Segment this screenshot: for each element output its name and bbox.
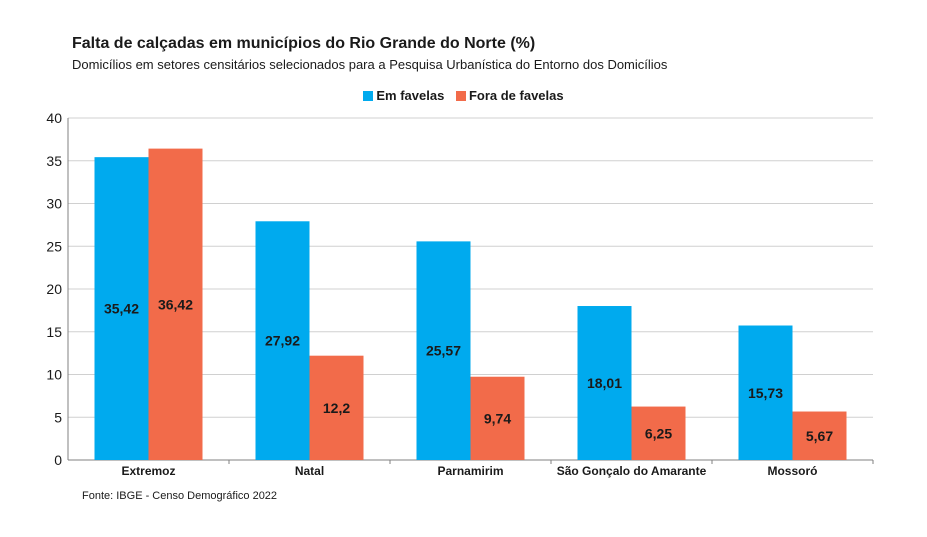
bar-em-favelas <box>94 157 149 460</box>
bar-fora-de-favelas <box>148 148 203 460</box>
data-label-em-favelas: 18,01 <box>587 375 622 391</box>
y-tick-label: 20 <box>46 281 62 297</box>
legend-item-fora-de-favelas: Fora de favelas <box>455 88 564 103</box>
legend-label-fora-de-favelas: Fora de favelas <box>468 88 564 103</box>
bar-em-favelas <box>416 241 471 460</box>
bar-fora-de-favelas <box>470 376 525 460</box>
bar-fora-de-favelas <box>631 406 686 460</box>
x-category-label: Parnamirim <box>437 464 503 478</box>
chart-title: Falta de calçadas em municípios do Rio G… <box>72 35 536 52</box>
x-category-label: Natal <box>295 464 324 478</box>
data-label-em-favelas: 35,42 <box>104 301 139 317</box>
data-label-fora-de-favelas: 12,2 <box>323 400 350 416</box>
x-category-label: Mossoró <box>767 464 817 478</box>
bar-em-favelas <box>738 325 793 460</box>
y-tick-label: 5 <box>54 409 62 425</box>
bar-fora-de-favelas <box>309 355 364 460</box>
y-tick-label: 15 <box>46 324 62 340</box>
data-label-fora-de-favelas: 5,67 <box>806 428 833 444</box>
legend-item-em-favelas: Em favelas <box>363 88 444 103</box>
legend-swatch-em-favelas <box>363 90 374 101</box>
y-tick-label: 30 <box>46 196 62 212</box>
data-label-fora-de-favelas: 36,42 <box>158 296 193 312</box>
x-category-label: Extremoz <box>121 464 175 478</box>
legend: Em favelas Fora de favelas <box>0 88 927 104</box>
bar-fora-de-favelas <box>792 411 847 460</box>
legend-label-em-favelas: Em favelas <box>376 88 445 103</box>
y-tick-label: 25 <box>46 238 62 254</box>
legend-swatch-fora-de-favelas <box>455 90 466 101</box>
data-label-fora-de-favelas: 9,74 <box>484 410 511 426</box>
y-tick-label: 0 <box>54 452 62 468</box>
data-label-em-favelas: 15,73 <box>748 385 783 401</box>
data-label-fora-de-favelas: 6,25 <box>645 425 672 441</box>
bar-em-favelas <box>255 221 310 460</box>
y-tick-label: 40 <box>46 110 62 126</box>
data-label-em-favelas: 27,92 <box>265 333 300 349</box>
data-label-em-favelas: 25,57 <box>426 343 461 359</box>
y-tick-label: 10 <box>46 367 62 383</box>
chart-subtitle: Domicílios em setores censitários seleci… <box>72 57 668 72</box>
y-tick-label: 35 <box>46 153 62 169</box>
source-note: Fonte: IBGE - Censo Demográfico 2022 <box>82 490 278 502</box>
bar-em-favelas <box>577 306 632 460</box>
x-category-label: São Gonçalo do Amarante <box>557 464 707 478</box>
